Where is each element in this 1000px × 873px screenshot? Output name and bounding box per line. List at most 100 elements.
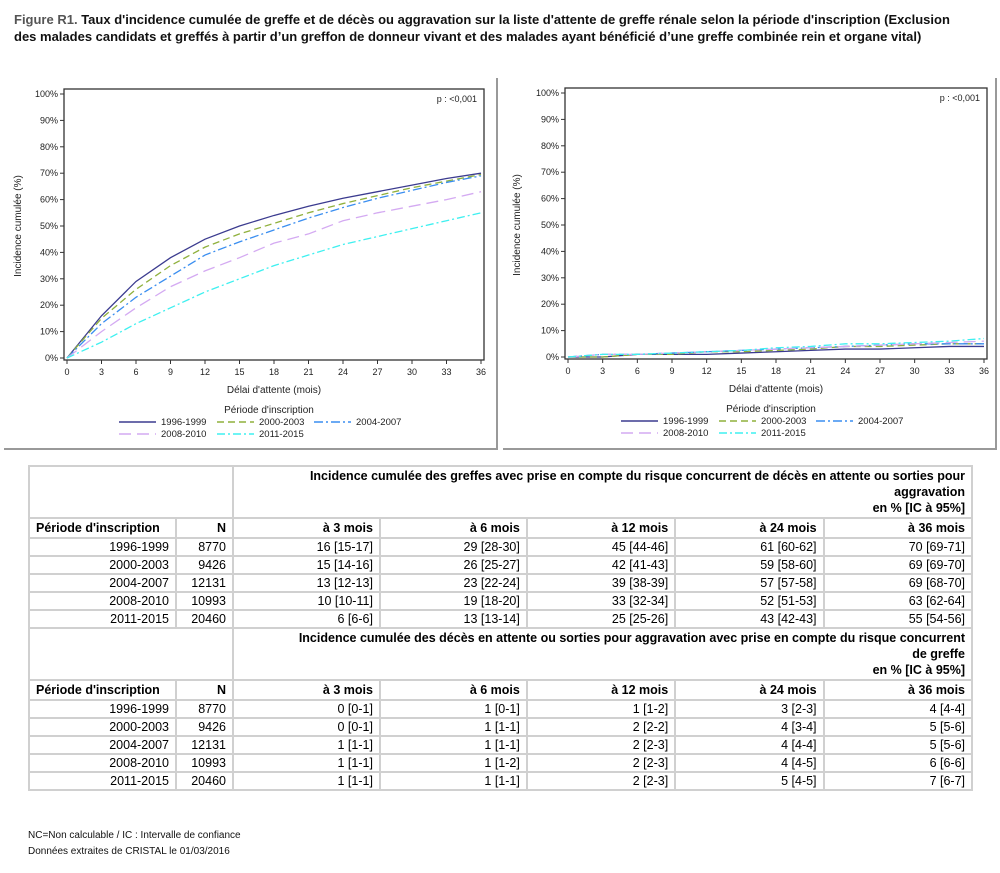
table-row: 2011-2015 20460 6 [6-6] 13 [13-14] 25 [25-26… (28, 609, 974, 629)
x-tick-label: 6 (635, 366, 640, 376)
value-cell: 26 [25-27] (378, 555, 528, 575)
y-tick-label: 20% (541, 299, 559, 309)
col-header-n: N (175, 517, 234, 539)
period-cell: 2000-2003 (28, 555, 177, 575)
value-cell: 0 [0-1] (232, 717, 381, 737)
y-tick-label: 80% (40, 142, 58, 152)
value-cell: 29 [28-30] (378, 537, 528, 557)
value-cell: 42 [41-43] (525, 555, 677, 575)
x-axis-label: Délai d'attente (mois) (729, 384, 823, 395)
value-cell: 2 [2-3] (525, 735, 677, 755)
chart-deces: 0% 10% 20% 30% 40% 50% 60% 70% 80% 90% 100% 0 3 6 9 12 1… (503, 78, 997, 450)
period-cell: 2008-2010 (28, 591, 177, 611)
y-tick-label: 30% (40, 274, 58, 284)
value-cell: 39 [38-39] (525, 573, 677, 593)
value-cell: 23 [22-24] (378, 573, 528, 593)
x-tick-label: 27 (372, 367, 382, 377)
x-tick-label: 33 (441, 367, 451, 377)
n-cell: 10993 (175, 591, 234, 611)
value-cell: 16 [15-17] (232, 537, 381, 557)
x-tick-label: 15 (234, 367, 244, 377)
value-cell: 1 [1-2] (525, 699, 677, 719)
value-cell: 2 [2-3] (525, 753, 677, 773)
value-cell: 70 [69-71] (822, 537, 974, 557)
value-cell: 45 [44-46] (525, 537, 677, 557)
table-row: 1996-1999 8770 16 [15-17] 29 [28-30] 45 [44-… (28, 537, 974, 557)
value-cell: 55 [54-56] (822, 609, 974, 629)
plot-frame (564, 87, 988, 360)
value-cell: 52 [51-53] (674, 591, 825, 611)
note-abbrev: NC=Non calculable / IC : Intervalle de c… (28, 830, 241, 841)
col-header-period: Période d'inscription (28, 679, 177, 701)
x-tick-label: 33 (944, 366, 954, 376)
x-tick-label: 21 (806, 366, 816, 376)
x-tick-label: 0 (565, 366, 570, 376)
value-cell: 4 [3-4] (674, 717, 825, 737)
value-cell: 5 [4-5] (674, 771, 825, 791)
value-cell: 5 [5-6] (822, 735, 974, 755)
value-cell: 57 [57-58] (674, 573, 825, 593)
x-tick-label: 9 (669, 366, 674, 376)
series-line-2011-2015 (567, 337, 985, 358)
x-tick-label: 3 (99, 367, 104, 377)
period-cell: 2000-2003 (28, 717, 177, 737)
x-tick-label: 12 (702, 366, 712, 376)
x-tick-label: 0 (64, 367, 69, 377)
series-line-1996-1999 (66, 172, 482, 359)
legend-title: Période d'inscription (224, 405, 314, 416)
value-cell: 2 [2-3] (525, 771, 677, 791)
y-tick-label: 70% (40, 168, 58, 178)
value-cell: 4 [4-4] (674, 735, 825, 755)
p-value-annotation: p : <0,001 (437, 94, 477, 104)
y-tick-label: 60% (40, 195, 58, 205)
block-header-line: Incidence cumulée des greffes avec prise… (309, 469, 965, 483)
y-tick-label: 60% (541, 194, 559, 204)
x-tick-label: 6 (133, 367, 138, 377)
value-cell: 2 [2-2] (525, 717, 677, 737)
table-row: 2000-2003 9426 0 [0-1] 1 [1-1] 2 [2-2] 4 [3-4… (28, 717, 974, 737)
value-cell: 1 [1-1] (378, 735, 528, 755)
series-line-2011-2015 (66, 212, 482, 359)
col-header-time: à 36 mois (822, 517, 974, 539)
col-header-time: à 12 mois (525, 517, 677, 539)
col-header-time: à 6 mois (378, 517, 528, 539)
col-header-time: à 24 mois (674, 679, 825, 701)
value-cell: 6 [6-6] (822, 753, 974, 773)
value-cell: 19 [18-20] (378, 591, 528, 611)
n-cell: 9426 (175, 555, 234, 575)
figure-title: Figure R1. Taux d'incidence cumulée de g… (14, 11, 974, 45)
n-cell: 20460 (175, 771, 234, 791)
x-tick-label: 30 (910, 366, 920, 376)
value-cell: 69 [69-70] (822, 555, 974, 575)
value-cell: 1 [1-1] (232, 771, 381, 791)
y-tick-label: 40% (541, 246, 559, 256)
legend-label: 2011-2015 (259, 429, 304, 440)
n-cell: 8770 (175, 699, 234, 719)
value-cell: 63 [62-64] (822, 591, 974, 611)
x-tick-label: 3 (600, 366, 605, 376)
n-cell: 10993 (175, 753, 234, 773)
value-cell: 4 [4-4] (822, 699, 974, 719)
legend-label: 2000-2003 (761, 416, 806, 427)
value-cell: 1 [1-2] (378, 753, 528, 773)
value-cell: 33 [32-34] (525, 591, 677, 611)
figure-title-text: Taux d'incidence cumulée de greffe et de… (14, 12, 950, 44)
col-header-period: Période d'inscription (28, 517, 177, 539)
series-line-2008-2010 (567, 340, 985, 358)
n-cell: 8770 (175, 537, 234, 557)
value-cell: 43 [42-43] (674, 609, 825, 629)
x-tick-label: 30 (407, 367, 417, 377)
x-tick-label: 36 (979, 366, 989, 376)
table-row: 2008-2010 10993 10 [10-11] 19 [18-20] 33 [32… (28, 591, 974, 611)
value-cell: 1 [1-1] (232, 735, 381, 755)
x-tick-label: 24 (840, 366, 850, 376)
period-cell: 2011-2015 (28, 609, 177, 629)
col-header-time: à 3 mois (232, 517, 381, 539)
series-line-2004-2007 (66, 175, 482, 359)
chart-svg: 0%10%20%30%40%50%60%70%80%90%100%0 3 6 9 12 1… (512, 87, 989, 439)
y-axis-label: Incidence cumulée (%) (512, 174, 523, 276)
col-header-time: à 6 mois (378, 679, 528, 701)
legend-label: 2000-2003 (259, 417, 304, 428)
x-tick-label: 21 (303, 367, 313, 377)
col-header-time: à 24 mois (674, 517, 825, 539)
